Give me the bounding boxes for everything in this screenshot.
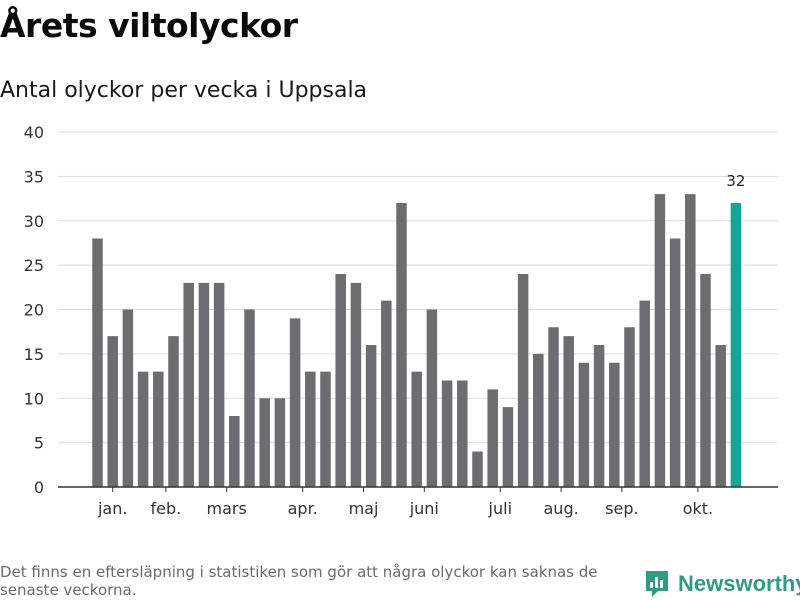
y-tick-label: 10 <box>24 389 44 408</box>
x-tick-label: juni <box>409 499 439 518</box>
bar[interactable] <box>426 309 438 488</box>
bar[interactable] <box>487 389 498 487</box>
bar[interactable] <box>411 371 422 487</box>
y-tick-label: 25 <box>24 256 44 275</box>
bar[interactable] <box>624 327 635 487</box>
bar[interactable] <box>350 282 362 487</box>
bar[interactable] <box>441 380 453 488</box>
bar-highlight[interactable] <box>730 203 742 487</box>
bar[interactable] <box>533 353 544 487</box>
bar-value-label: 32 <box>726 172 745 190</box>
bar[interactable] <box>517 274 529 487</box>
bar[interactable] <box>669 238 681 488</box>
newsworthy-logo-icon <box>646 571 668 597</box>
bar[interactable] <box>213 282 225 487</box>
y-tick-label: 30 <box>24 212 44 231</box>
x-tick-label: juli <box>488 499 512 518</box>
x-tick-label: aug. <box>544 499 579 518</box>
bar[interactable] <box>639 300 650 487</box>
bar[interactable] <box>365 345 377 487</box>
bar[interactable] <box>457 380 468 488</box>
bar[interactable] <box>289 318 301 487</box>
x-axis: jan. feb. mars apr. maj juni juli aug. sep. okt. <box>58 486 778 518</box>
bar[interactable] <box>654 194 666 487</box>
y-tick-label: 5 <box>34 434 44 453</box>
y-tick-label: 20 <box>24 301 44 320</box>
bar[interactable] <box>472 451 483 488</box>
bar[interactable] <box>320 371 331 487</box>
bar[interactable] <box>396 203 407 487</box>
x-tick-label: sep. <box>605 499 638 518</box>
bar[interactable] <box>92 238 103 488</box>
bar[interactable] <box>259 398 270 487</box>
bar[interactable] <box>244 309 255 488</box>
bar[interactable] <box>274 398 286 487</box>
bar[interactable] <box>168 336 179 487</box>
bar[interactable] <box>122 309 134 488</box>
bar[interactable] <box>700 274 711 487</box>
bar[interactable] <box>609 362 620 487</box>
bar[interactable] <box>715 345 726 487</box>
x-tick-label: mars <box>207 499 247 518</box>
brand-logo[interactable]: Newsworthy <box>644 568 800 600</box>
bars: 32 <box>92 172 745 487</box>
bar[interactable] <box>502 407 514 487</box>
bar[interactable] <box>153 371 164 487</box>
bar[interactable] <box>183 282 194 487</box>
bar[interactable] <box>593 345 605 487</box>
bar[interactable] <box>381 300 392 487</box>
footnote: Det finns en eftersläpning i statistiken… <box>0 563 598 599</box>
x-tick-label: jan. <box>97 499 127 518</box>
brand-name: Newsworthy <box>678 571 800 596</box>
y-tick-label: 0 <box>34 478 44 497</box>
x-tick-label: apr. <box>288 499 318 518</box>
y-tick-label: 15 <box>24 345 44 364</box>
bar[interactable] <box>335 274 346 487</box>
bar[interactable] <box>548 327 559 487</box>
bar[interactable] <box>305 371 316 487</box>
y-tick-label: 40 <box>24 123 44 142</box>
bar[interactable] <box>137 371 149 487</box>
x-tick-label: okt. <box>683 499 713 518</box>
x-tick-label: maj <box>349 499 379 518</box>
bar[interactable] <box>198 282 210 487</box>
bar[interactable] <box>685 194 696 487</box>
y-tick-label: 35 <box>24 167 44 186</box>
chart-title: Årets viltolyckor <box>0 6 298 45</box>
chart-subtitle: Antal olyckor per vecka i Uppsala <box>0 78 368 103</box>
bar[interactable] <box>229 416 240 487</box>
bar[interactable] <box>563 336 574 487</box>
bar[interactable] <box>107 336 118 487</box>
x-tick-label: feb. <box>151 499 182 518</box>
bar[interactable] <box>578 362 590 487</box>
